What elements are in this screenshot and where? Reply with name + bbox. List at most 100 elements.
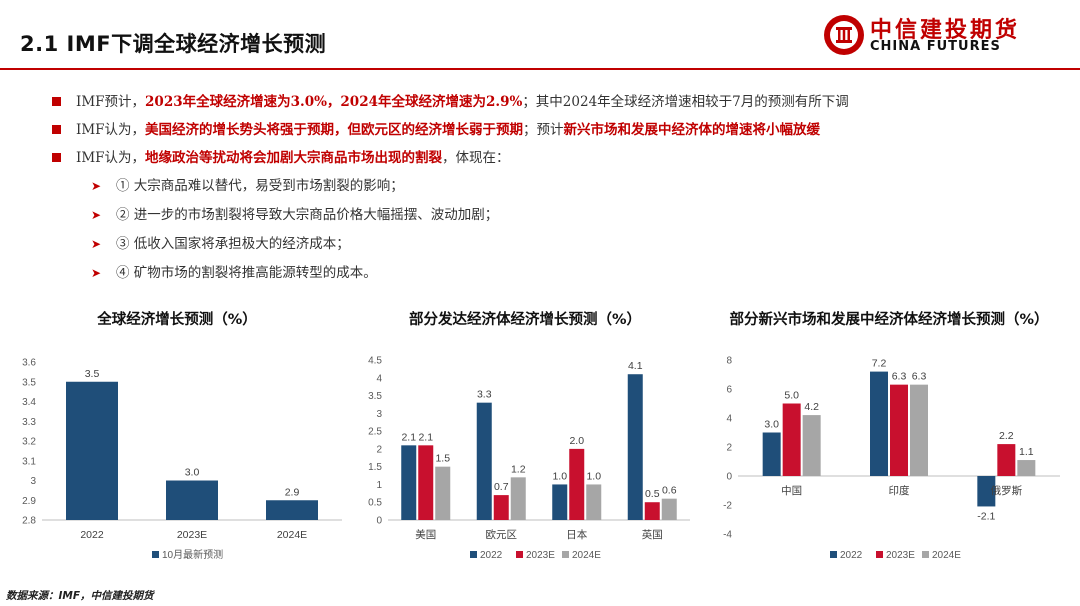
data-label: 5.0 <box>784 390 799 402</box>
data-label: 6.3 <box>892 371 907 383</box>
data-label: 2.9 <box>285 486 300 498</box>
x-tick-label: 2023E <box>177 529 207 541</box>
bullet-highlight: 美国经济的增长势头将强于预期，但欧元区的经济增长弱于预期 <box>145 122 524 138</box>
data-label: 7.2 <box>872 358 887 370</box>
chart-title: 全球经济增长预测（%） <box>97 312 257 328</box>
bar-2023E <box>997 444 1016 476</box>
bar-2023E <box>569 448 585 520</box>
y-tick-label: 1 <box>376 480 382 491</box>
data-label: 2.2 <box>999 430 1014 442</box>
y-tick-label: 0 <box>376 516 382 527</box>
bar-2023E <box>493 495 509 520</box>
y-tick-label: 2.5 <box>368 427 382 438</box>
chart-svg: 00.511.522.533.544.52.1 2.11.5美国3.30.71.2… <box>368 356 690 561</box>
legend-swatch <box>830 551 837 558</box>
bar-2023E <box>782 403 801 476</box>
bar-2022 <box>552 484 568 520</box>
bar-10月最新预测 <box>266 500 318 520</box>
legend-entry: 2022 <box>840 550 863 561</box>
chart-title: 部分新兴市场和发展中经济体经济增长预测（%） <box>729 312 1049 328</box>
title-divider <box>0 68 1080 70</box>
x-tick-label: 中国 <box>781 484 802 497</box>
sub-item: ➤ ① 大宗商品难以替代，易受到市场割裂的影响； <box>48 172 1058 201</box>
bar-2022 <box>977 476 996 507</box>
x-tick-label: 俄罗斯 <box>991 484 1023 497</box>
bullet-text: ；其中2024年全球经济增速相较于7月的预测有所下调 <box>522 94 849 110</box>
y-tick-label: 3.6 <box>22 358 36 369</box>
legend-swatch <box>470 551 477 558</box>
data-label: 1.0 <box>586 470 601 482</box>
legend-entry: 2023E <box>886 550 915 561</box>
y-tick-label: -2 <box>723 501 732 512</box>
y-tick-label: 3 <box>30 476 36 487</box>
bar-2024E <box>435 466 451 520</box>
y-tick-label: 3.5 <box>368 391 382 402</box>
bullet-highlight: 2023年全球经济增速为3.0%，2024年全球经济增速为2.9% <box>145 94 523 110</box>
company-logo: 中信建投期货 CHINA FUTURES <box>822 10 1072 60</box>
x-tick-label: 日本 <box>566 528 587 541</box>
bullet-text: IMF认为， <box>76 122 146 138</box>
y-tick-label: 3.3 <box>22 417 36 428</box>
square-bullet-icon <box>52 97 61 106</box>
chart-svg: 2.8 2.9 3 3.1 3.2 3.3 3.4 3.5 3.6 3.5 2022 3.0 2023E… <box>22 358 342 561</box>
y-tick-label: 2 <box>726 443 732 454</box>
legend-entry: 10月最新预测 <box>162 548 223 561</box>
x-tick-label: 2024E <box>277 529 307 541</box>
legend-entry: 2024E <box>932 550 961 561</box>
arrow-bullet-icon: ➤ <box>91 179 102 193</box>
x-tick-label: 英国 <box>642 528 663 541</box>
chart-global-growth: 全球经济增长预测（%） 2.8 2.9 3 3.1 3.2 3.3 3.4 3.5 3.6 3.5… <box>4 308 350 580</box>
y-tick-label: 0 <box>726 472 732 483</box>
logo-text-cn: 中信建投期货 <box>870 18 1021 43</box>
chart-emerging-growth: 部分新兴市场和发展中经济体经济增长预测（%） -4 -2 0 2 4 6 8 3.0 5.0 4.… <box>704 308 1074 580</box>
sub-item: ➤ ④ 矿物市场的割裂将推高能源转型的成本。 <box>48 259 1058 288</box>
bullet-text: IMF预计， <box>76 94 146 110</box>
legend-swatch <box>922 551 929 558</box>
square-bullet-icon <box>52 125 61 134</box>
y-tick-label: 4.5 <box>368 356 382 367</box>
bar-2023E <box>890 384 908 476</box>
y-tick-label: 3.4 <box>22 397 36 408</box>
arrow-bullet-icon: ➤ <box>91 237 102 251</box>
y-tick-label: 3.5 <box>22 377 36 388</box>
bar-2022 <box>401 445 417 520</box>
x-tick-label: 欧元区 <box>486 529 518 541</box>
y-tick-label: 6 <box>726 385 732 396</box>
data-label: -2.1 <box>977 510 995 522</box>
legend-entry: 2022 <box>480 550 503 561</box>
bullet-text: IMF认为， <box>76 150 146 166</box>
bullet-highlight: 新兴市场和发展中经济体的增速将小幅放缓 <box>563 122 821 138</box>
data-label: 2.0 <box>569 435 584 447</box>
data-label: 3.5 <box>85 368 100 380</box>
legend-swatch <box>152 551 159 558</box>
legend-swatch <box>562 551 569 558</box>
data-label: 1.2 <box>511 463 526 475</box>
y-tick-label: 3.1 <box>22 456 36 467</box>
bar-2024E <box>1017 460 1036 476</box>
sub-item-text: ① 大宗商品难以替代，易受到市场割裂的影响； <box>116 178 404 194</box>
logo-text-en: CHINA FUTURES <box>870 39 1001 54</box>
chart-svg: -4 -2 0 2 4 6 8 3.0 5.0 4.2 中国 7.2 6.3 6.3 印度 -2.1 2.2 1.… <box>723 356 1060 561</box>
bar-2023E <box>644 502 660 520</box>
data-label: 4.1 <box>628 360 643 372</box>
sub-item: ➤ ② 进一步的市场割裂将导致大宗商品价格大幅摇摆、波动加剧； <box>48 201 1058 230</box>
citic-logo-icon <box>824 15 864 55</box>
bullet-text: ；预计 <box>523 122 564 138</box>
y-tick-label: 4 <box>376 373 382 384</box>
y-tick-label: 1.5 <box>368 462 382 473</box>
data-label: 2.1 <box>418 431 433 443</box>
data-label: 3.3 <box>477 389 492 401</box>
source-note: 数据来源：IMF，中信建投期货 <box>6 590 154 602</box>
title-bar: 2.1 IMF下调全球经济增长预测 中信建投期货 CHINA FUTURES <box>0 0 1080 70</box>
legend-entry: 2023E <box>526 550 555 561</box>
y-tick-label: -4 <box>723 530 732 541</box>
data-label: 1.5 <box>435 453 450 465</box>
bullet-highlight: 地缘政治等扰动将会加剧大宗商品市场出现的割裂 <box>145 150 443 166</box>
page-title: 2.1 IMF下调全球经济增长预测 <box>20 32 327 56</box>
bar-2024E <box>586 484 602 520</box>
arrow-bullet-icon: ➤ <box>91 266 102 280</box>
bullet-item: IMF预计，2023年全球经济增速为3.0%，2024年全球经济增速为2.9%；… <box>48 88 1058 116</box>
bar-2022 <box>627 374 643 520</box>
bar-10月最新预测 <box>66 381 118 520</box>
bar-10月最新预测 <box>166 480 218 520</box>
